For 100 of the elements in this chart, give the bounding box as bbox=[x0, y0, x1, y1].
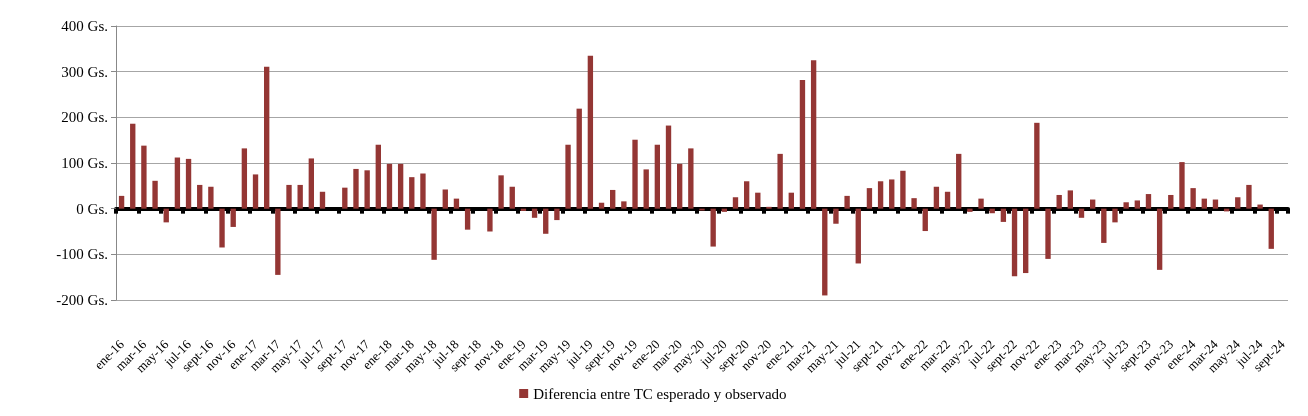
bar bbox=[889, 179, 895, 209]
bar bbox=[565, 144, 571, 209]
bar bbox=[1145, 194, 1152, 209]
bar bbox=[554, 208, 560, 221]
bar bbox=[877, 181, 884, 209]
bar bbox=[944, 191, 951, 209]
bar bbox=[911, 198, 917, 209]
bar bbox=[654, 144, 661, 209]
bar bbox=[665, 125, 672, 209]
bar bbox=[420, 173, 426, 209]
bar bbox=[933, 186, 940, 209]
bar bbox=[866, 188, 873, 209]
bar bbox=[319, 191, 326, 209]
bar bbox=[922, 208, 928, 232]
y-tick-label: 300 Gs. bbox=[61, 63, 108, 80]
bar bbox=[732, 197, 739, 209]
bar bbox=[900, 170, 906, 209]
bar bbox=[967, 208, 973, 212]
bar bbox=[1123, 202, 1129, 209]
bar bbox=[487, 208, 493, 232]
bar bbox=[353, 168, 359, 209]
bar bbox=[855, 208, 861, 264]
bar bbox=[543, 208, 549, 234]
bar bbox=[643, 169, 649, 209]
bar bbox=[1268, 208, 1274, 249]
bar bbox=[241, 148, 248, 209]
bar bbox=[152, 180, 158, 209]
bar bbox=[453, 198, 460, 209]
bar bbox=[308, 158, 315, 209]
bar bbox=[1134, 200, 1140, 209]
bar bbox=[297, 184, 303, 209]
bar bbox=[688, 148, 694, 209]
bar bbox=[1101, 208, 1107, 243]
bar bbox=[576, 108, 582, 209]
bar bbox=[1112, 208, 1118, 223]
bar bbox=[286, 184, 292, 209]
y-tick-label: 0 Gs. bbox=[76, 200, 108, 217]
bar bbox=[677, 163, 683, 209]
bar bbox=[531, 208, 538, 218]
bar bbox=[1235, 197, 1241, 209]
bar bbox=[822, 208, 828, 296]
legend-label: Diferencia entre TC esperado y observado bbox=[533, 385, 787, 402]
bar bbox=[956, 153, 962, 209]
bar bbox=[397, 163, 404, 209]
bar bbox=[1000, 208, 1007, 222]
y-tick-label: 100 Gs. bbox=[61, 155, 108, 171]
bar bbox=[788, 192, 794, 209]
bar bbox=[1078, 208, 1085, 218]
bar bbox=[621, 201, 627, 209]
bar bbox=[978, 198, 984, 209]
bar bbox=[197, 184, 203, 209]
bar bbox=[610, 189, 616, 209]
bar bbox=[1011, 208, 1018, 277]
bar bbox=[185, 158, 192, 209]
bar bbox=[1023, 208, 1029, 274]
bar bbox=[409, 177, 415, 209]
bar bbox=[743, 181, 750, 209]
bar bbox=[208, 186, 214, 209]
bar bbox=[174, 157, 181, 209]
bar bbox=[431, 208, 437, 260]
bar bbox=[386, 163, 393, 209]
bar bbox=[1179, 162, 1185, 209]
bar bbox=[1201, 198, 1207, 209]
bar bbox=[1067, 190, 1074, 209]
bar bbox=[442, 189, 448, 209]
bar bbox=[219, 208, 225, 248]
bar bbox=[464, 208, 471, 230]
bar bbox=[1212, 199, 1219, 209]
bar bbox=[230, 208, 236, 227]
y-tick-label: -200 Gs. bbox=[56, 292, 108, 308]
bar bbox=[118, 195, 125, 209]
bar bbox=[598, 202, 605, 209]
bar bbox=[632, 139, 638, 209]
bar bbox=[1156, 208, 1163, 270]
bar bbox=[264, 66, 270, 209]
bar bbox=[1257, 204, 1263, 209]
bar bbox=[799, 79, 806, 209]
bar bbox=[710, 208, 716, 247]
bar bbox=[1089, 199, 1096, 209]
bar bbox=[1034, 122, 1040, 209]
bar bbox=[141, 145, 147, 209]
y-tick-label: 200 Gs. bbox=[61, 109, 108, 126]
bar bbox=[755, 192, 761, 209]
y-tick-label: -100 Gs. bbox=[56, 246, 108, 263]
bar bbox=[833, 208, 839, 224]
bar bbox=[810, 60, 817, 209]
bar bbox=[777, 153, 783, 209]
bar bbox=[1246, 184, 1252, 209]
bar bbox=[375, 144, 381, 209]
bar bbox=[587, 55, 594, 209]
bar bbox=[509, 186, 515, 209]
bar bbox=[498, 175, 504, 209]
bar bbox=[275, 208, 281, 275]
bar bbox=[1045, 208, 1051, 259]
bar bbox=[1190, 188, 1196, 209]
bar bbox=[364, 170, 370, 209]
bar bbox=[342, 187, 348, 209]
bar bbox=[130, 123, 136, 209]
y-tick-label: 400 Gs. bbox=[61, 18, 108, 34]
bar bbox=[1056, 194, 1062, 209]
